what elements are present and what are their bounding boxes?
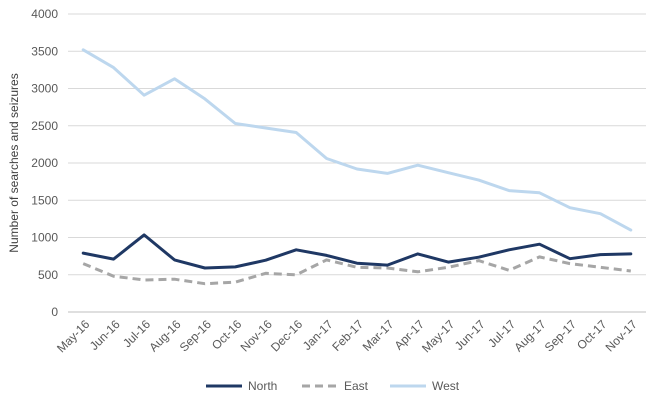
x-tick-label: Jan-17: [300, 317, 336, 353]
x-tick-label: Mar-17: [360, 317, 397, 354]
x-tick-label: May-17: [419, 317, 457, 355]
y-tick-label: 2500: [31, 119, 58, 133]
legend-label-north: North: [248, 379, 277, 393]
legend-label-west: West: [432, 379, 460, 393]
series-line-east: [82, 255, 631, 286]
series-line-north: [81, 233, 633, 270]
y-tick-label: 3500: [31, 44, 58, 58]
y-tick-label: 500: [38, 268, 58, 282]
x-tick-label: Nov-17: [603, 317, 640, 354]
y-tick-label: 1500: [31, 193, 58, 207]
y-axis-title: Number of searches and seizures: [7, 73, 21, 252]
y-tick-label: 3000: [31, 82, 58, 96]
x-tick-label: Feb-17: [329, 317, 366, 354]
y-tick-label: 1000: [31, 231, 58, 245]
y-tick-label: 2000: [31, 156, 58, 170]
x-tick-label: Jun-17: [452, 317, 488, 353]
legend-label-east: East: [344, 379, 369, 393]
x-tick-label: Aug-16: [146, 317, 183, 354]
x-tick-label: May-16: [54, 317, 92, 355]
x-tick-label: Nov-16: [238, 317, 275, 354]
x-tick-label: Sep-17: [542, 317, 579, 354]
y-tick-label: 0: [51, 305, 58, 319]
series-line-west: [81, 48, 633, 232]
x-tick-label: Dec-16: [268, 317, 305, 354]
x-tick-label: Jun-16: [87, 317, 123, 353]
x-tick-label: Sep-16: [177, 317, 214, 354]
y-tick-label: 4000: [31, 7, 58, 21]
x-tick-label: Aug-17: [511, 317, 548, 354]
